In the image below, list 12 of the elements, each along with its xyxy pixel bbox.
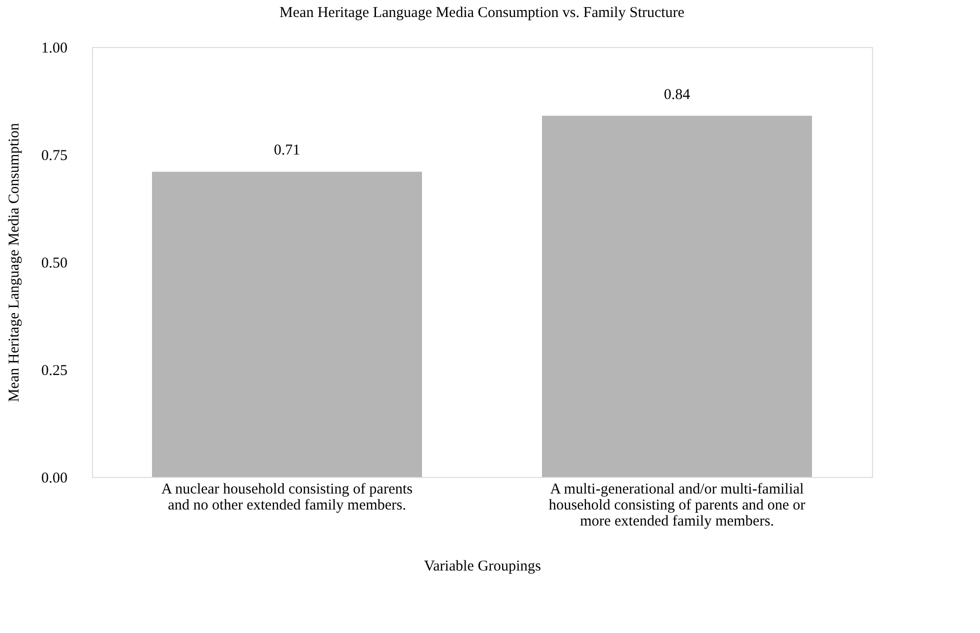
y-tick-label: 0.25	[41, 363, 68, 379]
x-axis-title: Variable Groupings	[424, 558, 542, 574]
x-tick-label: A nuclear household consisting of parents and no other extended family members.	[161, 482, 413, 514]
y-tick-label: 0.50	[41, 256, 68, 272]
chart-title: Mean Heritage Language Media Consumption vs. Family Structure	[280, 5, 685, 21]
y-tick-label: 0.75	[41, 148, 68, 164]
data-label: 0.84	[664, 86, 691, 103]
x-tick-label: A multi-generational and/or multi-familial household consisting of parents and one or more extended family members.	[548, 482, 806, 530]
y-axis-title: Mean Heritage Language Media Consumption	[6, 122, 22, 402]
y-tick-label: 1.00	[41, 40, 68, 56]
data-label: 0.71	[274, 142, 300, 159]
y-tick-label: 0.00	[41, 470, 68, 486]
